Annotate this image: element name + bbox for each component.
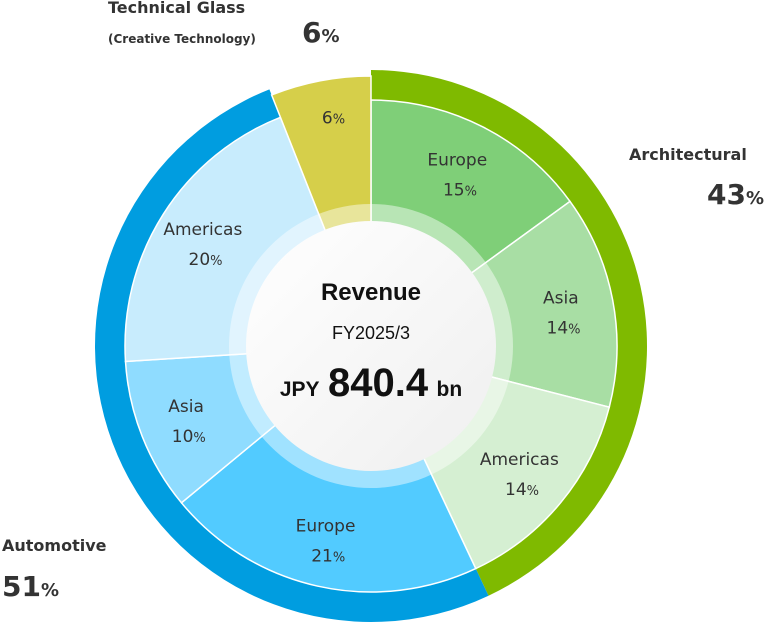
label-arch-europe: Europe 15% (427, 150, 492, 200)
group-value-architectural: 43% (706, 178, 764, 211)
center-title: Revenue (321, 279, 421, 306)
label-auto-europe: Europe 21% (296, 516, 361, 566)
label-auto-americas: Americas 20% (163, 220, 247, 270)
group-value-automotive: 51% (2, 570, 60, 603)
group-label-architectural: Architectural (629, 145, 747, 164)
group-sublabel-techglass: (Creative Technology) (108, 32, 256, 46)
segment-automotive-europe (180, 344, 477, 593)
group-ring-architectural (371, 70, 647, 596)
label-arch-americas: Americas 14% (480, 450, 564, 500)
label-arch-asia: Asia 14% (543, 288, 584, 338)
center-circle (246, 221, 496, 471)
group-label-techglass: Technical Glass (108, 0, 246, 17)
group-value-techglass: 6% (302, 16, 340, 49)
label-techglass: 6% (322, 109, 345, 129)
label-auto-asia: Asia 10% (168, 397, 209, 447)
center-period: FY2025/3 (332, 323, 410, 343)
center-amount: JPY 840.4 bn (280, 361, 462, 405)
group-label-automotive: Automotive (2, 536, 107, 555)
